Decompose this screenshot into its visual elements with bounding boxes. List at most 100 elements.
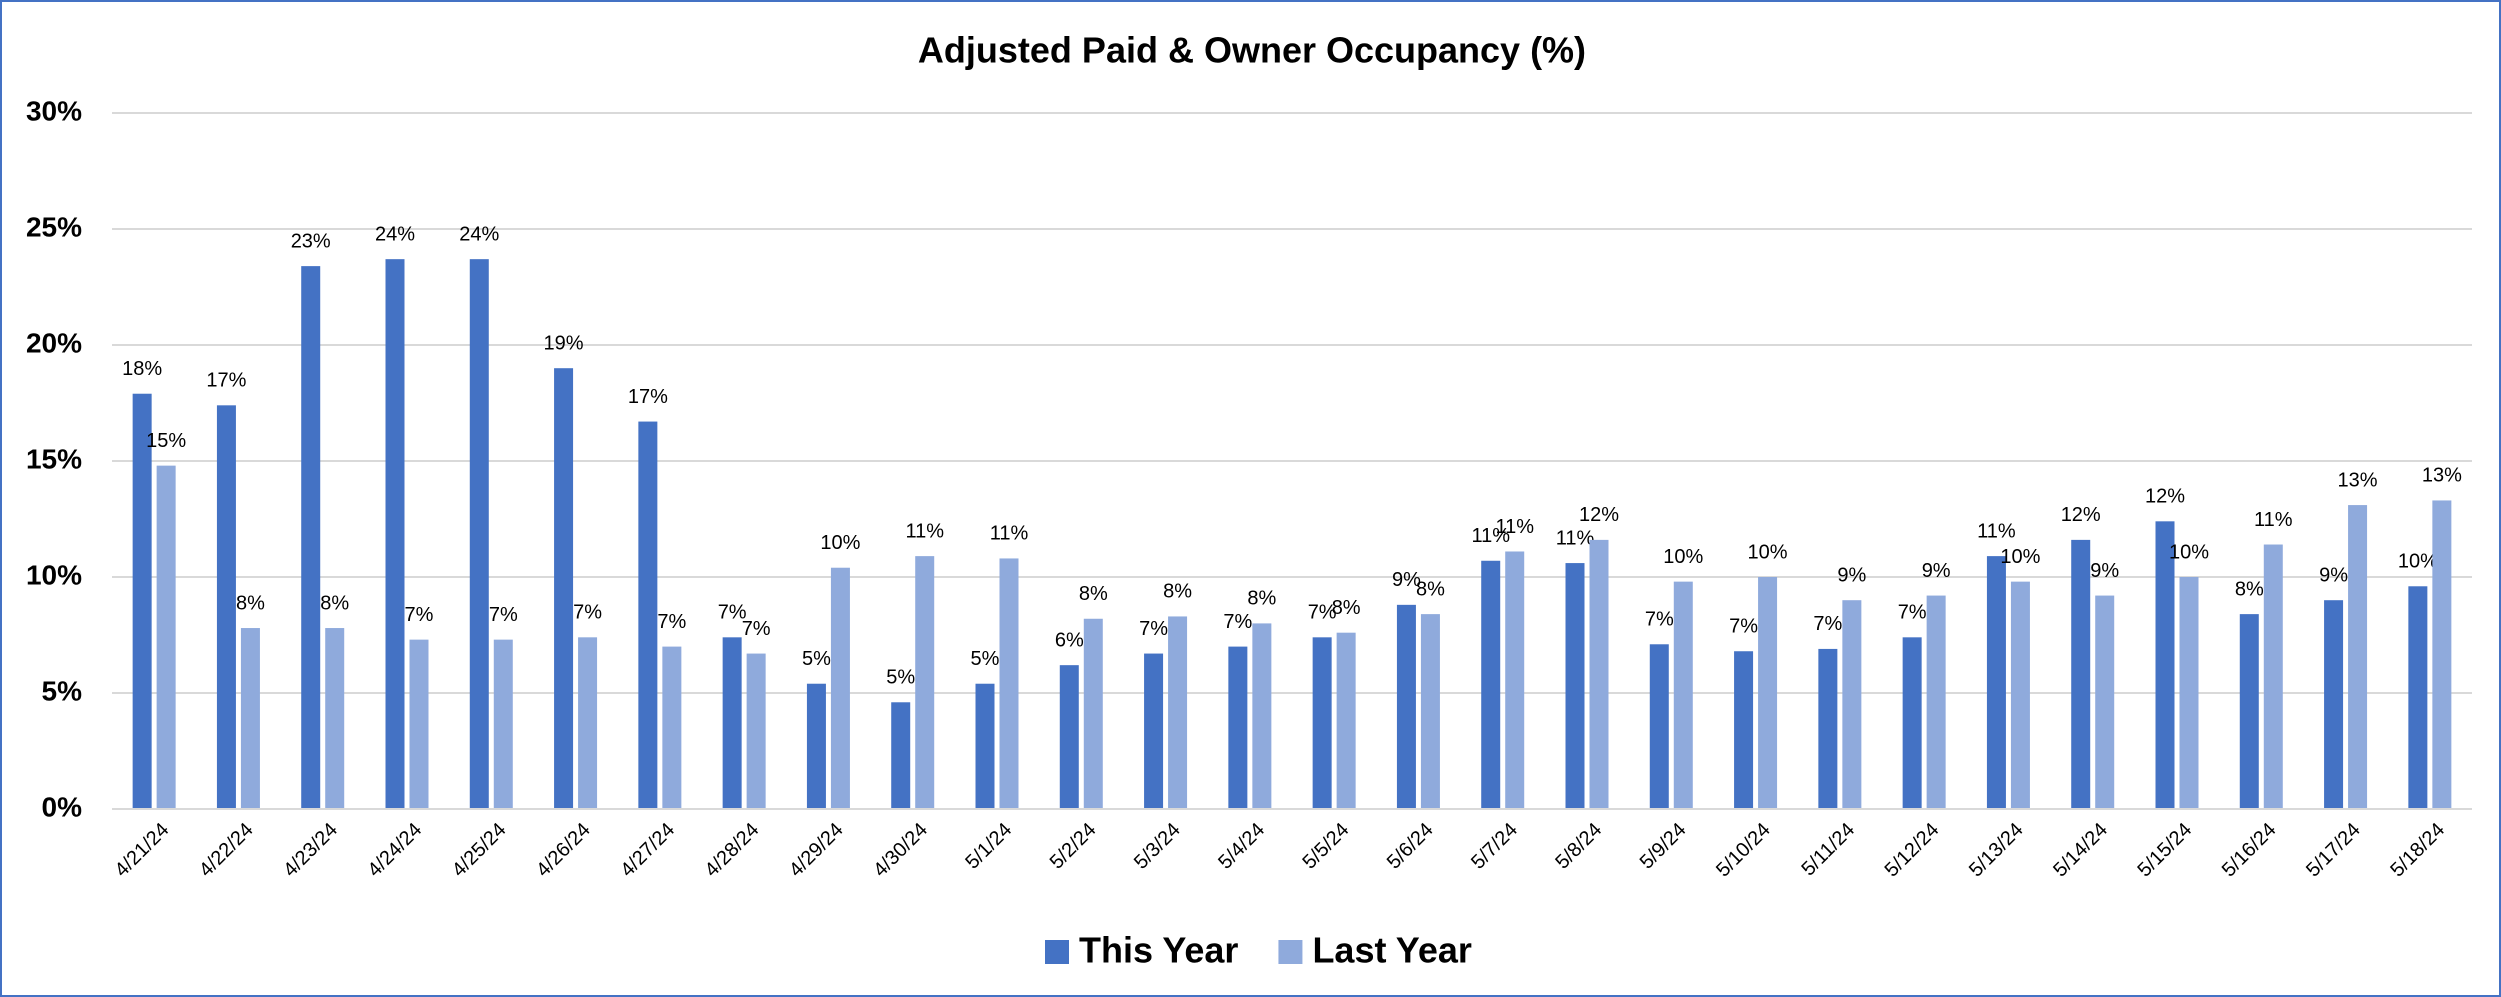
bar [1842,600,1862,809]
bar [2263,544,2283,809]
data-label: 7% [1645,609,1674,631]
data-label: 11% [1471,525,1510,547]
data-label: 8% [236,592,265,614]
bar [2408,586,2428,809]
data-label: 7% [573,602,602,624]
y-tick-label: 5% [42,675,83,706]
data-label: 24% [375,223,415,245]
data-label: 7% [657,611,686,633]
bar [132,393,152,809]
bar [385,259,405,809]
data-label: 6% [1055,629,1084,651]
y-tick-label: 25% [26,211,82,242]
chart-title: Adjusted Paid & Owner Occupancy (%) [918,30,1586,71]
data-label: 10% [1748,541,1788,563]
bar [975,683,995,809]
bar [2071,539,2091,809]
bar [2095,595,2115,809]
bar [216,405,236,809]
data-label: 12% [2145,486,2185,508]
bar [1673,581,1693,809]
bar [1228,646,1248,809]
bar [722,637,742,809]
bar [1396,604,1416,809]
bar [409,639,429,809]
data-label: 13% [2338,469,2378,491]
data-label: 11% [990,523,1029,545]
data-label: 8% [1163,581,1192,603]
bar [1168,616,1188,809]
bar [301,266,321,809]
bar [2432,500,2452,809]
data-label: 11% [2254,509,2293,531]
bar [2239,614,2259,809]
bar [554,368,574,809]
bar [1312,637,1332,809]
data-label: 7% [1898,602,1927,624]
legend-swatch [1278,940,1303,964]
bar [662,646,682,809]
bar [1734,651,1754,809]
data-label: 13% [2422,465,2462,487]
data-label: 7% [1223,611,1252,633]
data-label: 19% [544,332,584,354]
y-tick-label: 10% [26,559,82,590]
data-label: 11% [1556,527,1595,549]
bar [1926,595,1946,809]
data-label: 23% [291,230,331,252]
bar [806,683,826,809]
bar [1986,556,2006,809]
y-tick-label: 15% [26,443,82,474]
data-label: 12% [1579,504,1619,526]
bar [2179,577,2199,809]
data-label: 7% [742,618,771,640]
data-label: 24% [459,223,499,245]
bar [1649,644,1669,809]
bar [1144,653,1164,809]
data-label: 10% [2398,551,2438,573]
bar [2324,600,2344,809]
data-label: 15% [146,430,186,452]
data-label: 10% [2000,546,2040,568]
data-label: 7% [1813,613,1842,635]
data-label: 5% [802,648,831,670]
bar [1336,632,1356,809]
data-label: 7% [1308,602,1337,624]
bar [746,653,766,809]
bar [999,558,1019,809]
data-label: 8% [320,592,349,614]
data-label: 8% [1416,578,1445,600]
bar [638,421,658,809]
bar [1818,648,1838,809]
bar [2348,505,2368,809]
data-label: 11% [1977,520,2016,542]
data-label: 18% [122,358,162,380]
data-label: 10% [1663,546,1703,568]
data-label: 7% [1139,618,1168,640]
y-tick-label: 0% [42,791,83,822]
bar [325,628,345,809]
bar [891,702,911,809]
y-tick-label: 20% [26,327,82,358]
data-label: 11% [1495,516,1534,538]
data-label: 7% [718,602,747,624]
bar [156,465,176,809]
bar [2010,581,2030,809]
bar [1505,551,1525,809]
data-label: 8% [2235,578,2264,600]
data-label: 9% [1837,564,1866,586]
bar [578,637,598,809]
data-label: 7% [489,604,518,626]
bar [1481,560,1501,809]
bar [1083,618,1103,809]
data-label: 5% [886,667,915,689]
bar [1565,563,1585,809]
data-label: 9% [1392,569,1421,591]
data-label: 8% [1247,588,1276,610]
bar [2155,521,2175,809]
bar [1758,577,1778,809]
legend-label: Last Year [1312,930,1471,971]
bar [1902,637,1922,809]
